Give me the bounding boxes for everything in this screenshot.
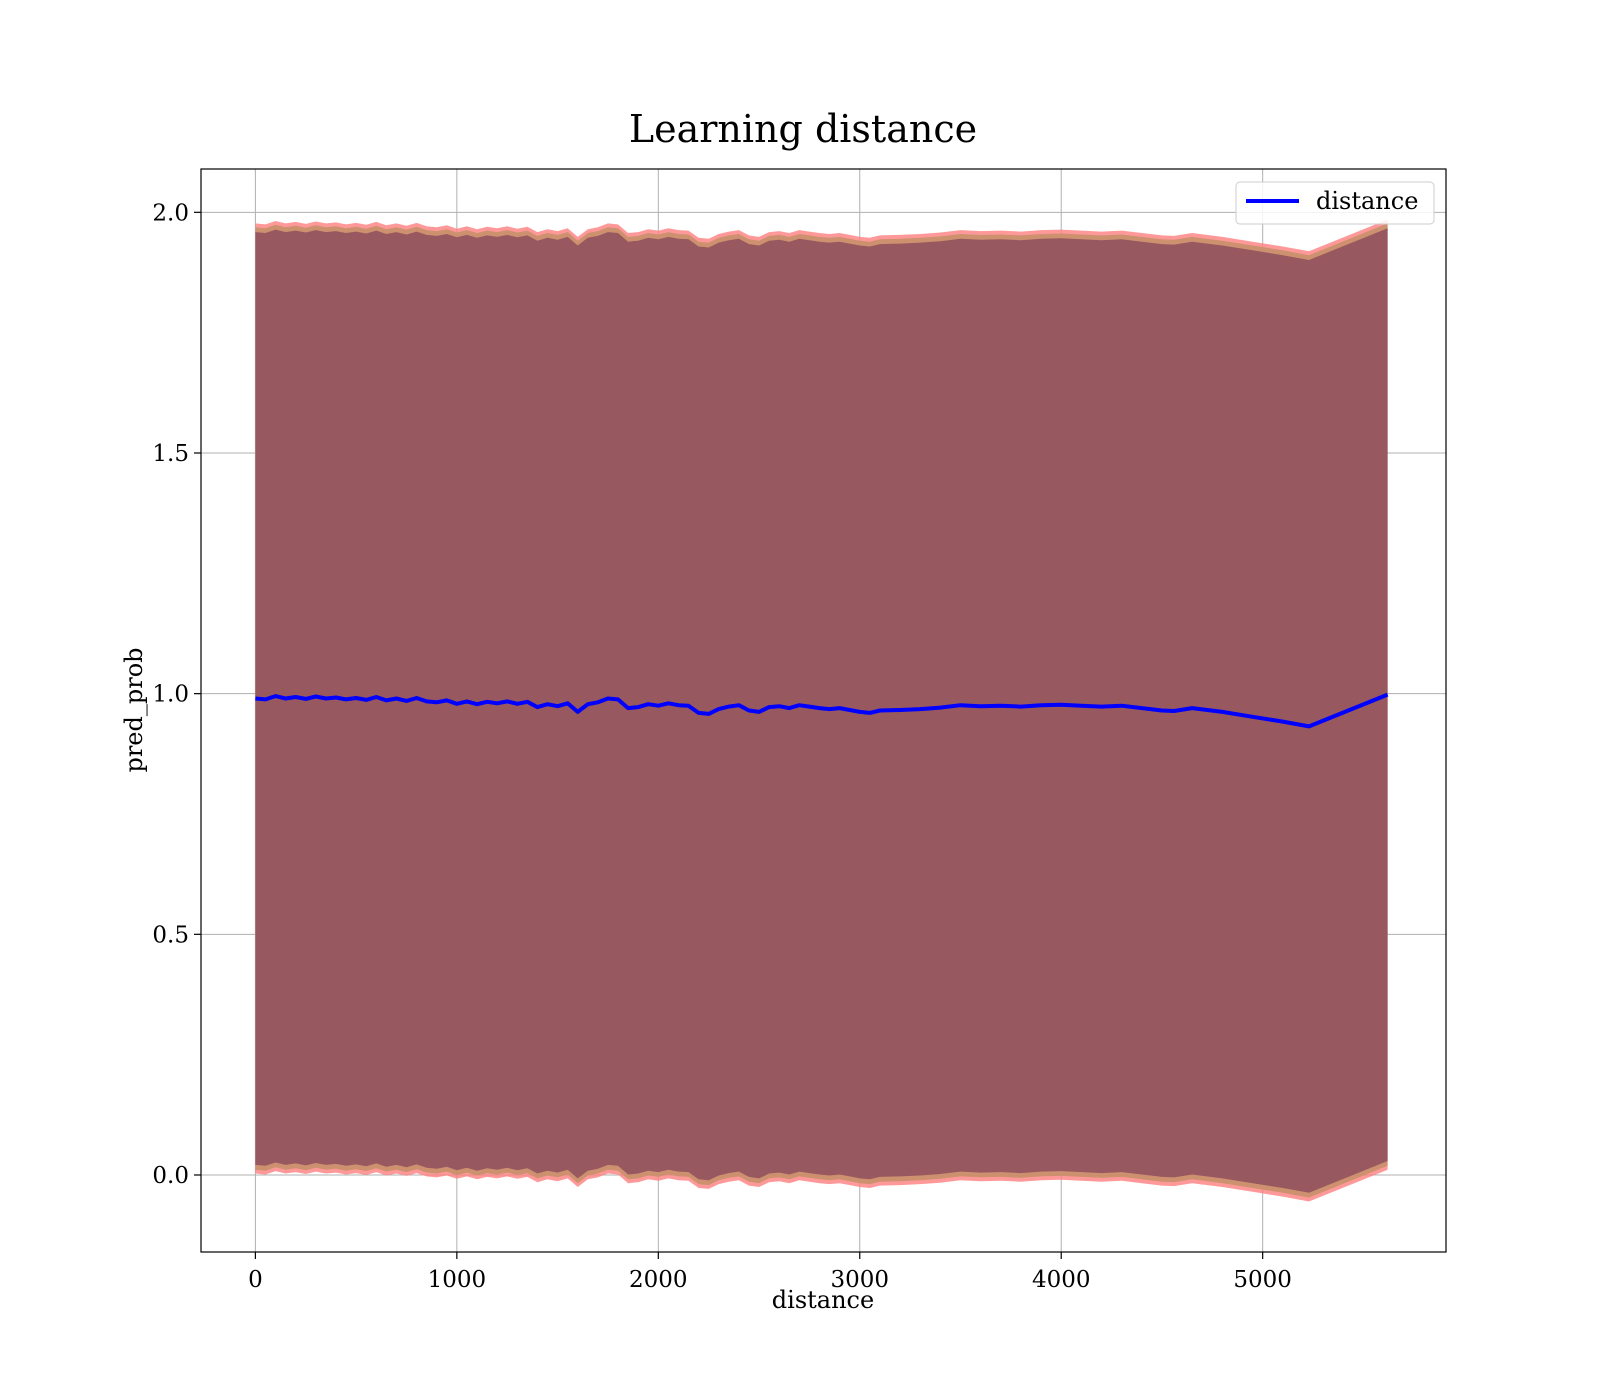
legend-box [1235, 181, 1435, 225]
x-tick-label: 3000 [830, 1267, 889, 1293]
y-tick-label: 1.5 [152, 441, 189, 467]
x-ticks: 0 1000 2000 3000 4000 5000 [248, 1252, 1292, 1293]
y-tick-label: 1.0 [152, 682, 189, 708]
x-tick-label: 1000 [428, 1267, 487, 1293]
x-tick-label: 0 [248, 1267, 263, 1293]
y-tick-label: 2.0 [152, 200, 189, 226]
y-axis-label: pred_prob [120, 647, 148, 772]
x-tick-label: 4000 [1032, 1267, 1091, 1293]
y-tick-label: 0.0 [152, 1163, 189, 1189]
band-layer [255, 219, 1388, 1202]
chart-title: Learning distance [629, 107, 977, 151]
legend: distance [1235, 181, 1435, 225]
plot-frame [200, 168, 1447, 1253]
x-axis-label: distance [772, 1286, 874, 1314]
legend-label: distance [1316, 187, 1418, 215]
plot-area [200, 168, 1447, 1253]
x-tick-label: 5000 [1233, 1267, 1292, 1293]
line-layer [255, 692, 1389, 729]
x-tick-label: 2000 [629, 1267, 688, 1293]
series-line-distance [255, 692, 1389, 729]
y-ticks: 0.0 0.5 1.0 1.5 2.0 [152, 200, 201, 1189]
confidence-band [255, 228, 1388, 1193]
y-tick-label: 0.5 [152, 922, 189, 948]
